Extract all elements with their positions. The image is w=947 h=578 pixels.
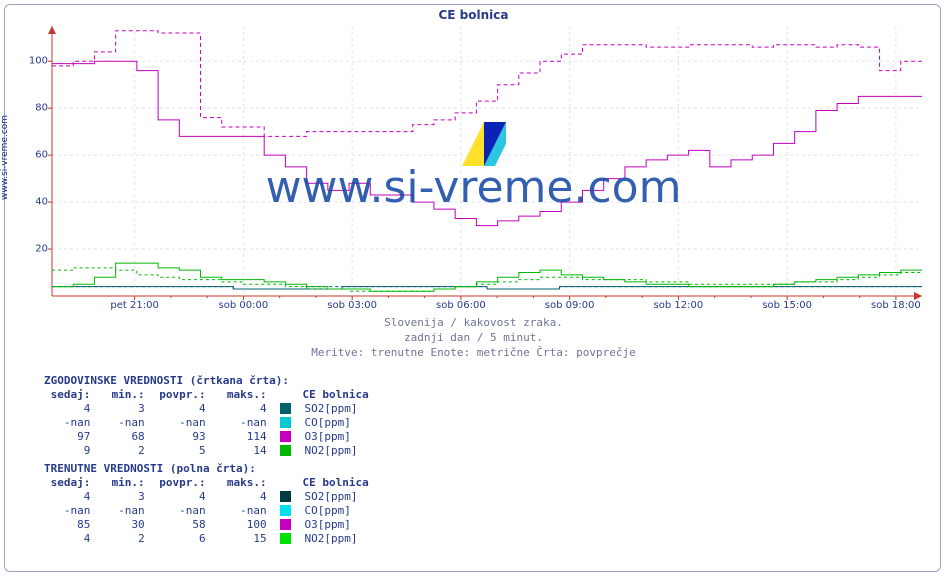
air-quality-chart xyxy=(52,26,922,296)
x-axis-labels: pet 21:00sob 00:00sob 03:00sob 06:00sob … xyxy=(52,300,922,314)
subtitle-line-1: Slovenija / kakovost zraka. xyxy=(0,316,947,329)
site-label-vertical: www.si-vreme.com xyxy=(0,115,10,200)
statistics-tables: ZGODOVINSKE VREDNOSTI (črtkana črta):sed… xyxy=(40,370,386,546)
subtitle-line-2: zadnji dan / 5 minut. xyxy=(0,331,947,344)
y-axis-labels: 20406080100 xyxy=(24,26,48,296)
subtitle-line-3: Meritve: trenutne Enote: metrične Črta: … xyxy=(0,346,947,359)
chart-title: CE bolnica xyxy=(0,8,947,22)
